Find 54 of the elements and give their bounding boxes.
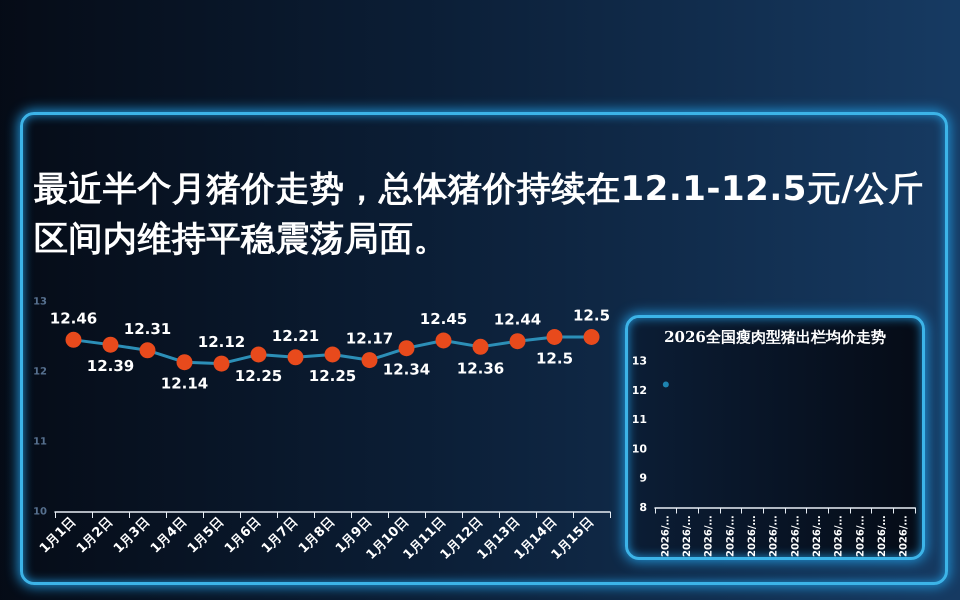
point [584,329,600,345]
y-tick-label: 10 [632,442,648,456]
x-tick-label: 2026/… [855,516,866,557]
data-label: 12.39 [86,357,134,376]
point [546,329,562,345]
point [214,356,230,372]
point [102,336,118,353]
x-tick-label: 2026/… [747,516,758,557]
y-tick-label: 9 [639,472,647,485]
y-tick-label: 11 [632,413,647,426]
point [436,332,452,348]
y-tick-label: 12 [632,384,647,397]
x-tick-label: 2026/… [834,516,845,557]
x-tick-label: 2026/… [725,516,736,557]
data-label: 12.5 [536,350,574,368]
point [362,352,378,368]
data-label: 12.5 [572,306,610,324]
point [66,332,82,348]
x-tick-label: 2026/… [768,516,780,557]
point [324,346,340,362]
point [250,346,266,362]
y-tick-label: 13 [632,354,647,368]
data-label: 12.31 [124,320,172,338]
data-label: 12.12 [198,333,246,352]
x-tick-label: 2026/… [682,516,693,557]
y-tick-label: 12 [33,366,48,378]
point [176,354,192,370]
x-tick-label: 2026/… [660,516,672,557]
point [398,340,414,356]
y-tick-label: 13 [33,296,48,308]
data-label: 12.44 [494,310,542,329]
chart-title: 最近半个月猪价走势，总体猪价持续在12.1-12.5元/公斤区间内维持平稳震荡局面。 [34,168,924,261]
point [472,338,488,355]
data-label: 12.17 [346,330,394,348]
point [510,333,526,350]
point [140,342,156,358]
x-tick-label: 2026/… [877,516,888,557]
point [288,349,304,366]
data-label: 12.46 [50,309,98,328]
data-label: 12.25 [308,367,356,385]
data-label: 12.25 [234,367,282,385]
x-tick-label: 2026/… [790,516,802,557]
y-tick-label: 10 [33,506,48,518]
data-label: 12.45 [420,310,468,328]
data-label: 12.14 [160,374,208,393]
y-tick-label: 8 [639,501,647,514]
data-label: 12.34 [382,360,430,379]
data-label: 12.36 [456,359,504,378]
data-label: 12.21 [272,326,320,345]
x-tick-label: 2026/… [704,516,715,557]
x-tick-label: 2026/… [812,516,823,557]
chart-title: 2026全国瘦肉型猪出栏均价走势 [664,328,886,346]
x-tick-label: 2026/… [898,516,910,557]
y-tick-label: 11 [33,436,48,448]
